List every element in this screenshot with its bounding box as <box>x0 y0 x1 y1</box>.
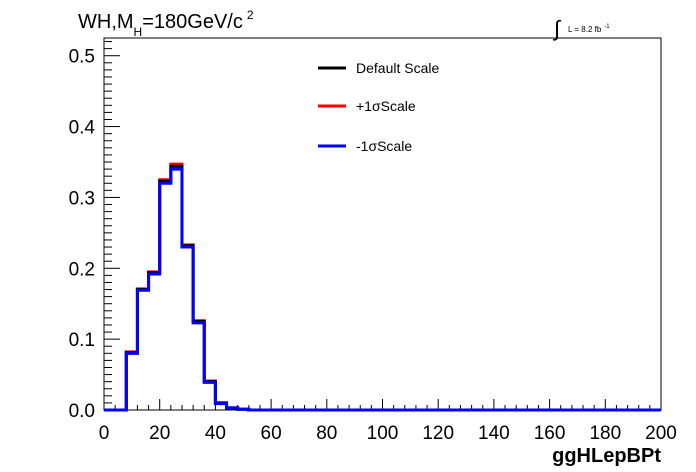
x-tick-label: 200 <box>645 423 677 444</box>
x-tick-label: 80 <box>316 423 337 444</box>
title-subscript: H <box>134 25 143 39</box>
x-tick-label: 160 <box>534 423 566 444</box>
title-prefix: WH,M <box>78 11 134 33</box>
x-tick-label: 180 <box>589 423 621 444</box>
chart-title: WH,MH=180GeV/c 2 <box>78 8 254 39</box>
x-tick-label: 140 <box>478 423 510 444</box>
legend-label-2: +1σScale <box>356 98 416 114</box>
series-line-3 <box>104 167 661 412</box>
y-axis-tick-labels: 0.0 0.1 0.2 0.3 0.4 0.5 <box>69 47 96 422</box>
title-middle: =180GeV/c <box>142 11 243 33</box>
series-layer <box>104 162 661 412</box>
y-tick-label: 0.2 <box>69 259 95 280</box>
legend: Default Scale +1σScale -1σScale <box>318 60 439 154</box>
y-tick-label: 0.1 <box>69 330 95 351</box>
y-tick-label: 0.3 <box>69 188 95 209</box>
luminosity-value: L = 8.2 fb <box>568 25 602 34</box>
x-axis-ticks <box>103 399 662 410</box>
luminosity-text: L = 8.2 fb -1 <box>568 24 610 34</box>
x-tick-label: 0 <box>99 423 110 444</box>
legend-label-3: -1σScale <box>356 138 412 154</box>
y-tick-label: 0.5 <box>69 47 95 68</box>
x-tick-label: 20 <box>149 423 170 444</box>
x-tick-label: 120 <box>422 423 454 444</box>
x-tick-label: 60 <box>261 423 282 444</box>
y-tick-label: 0.0 <box>69 401 95 422</box>
legend-label-1: Default Scale <box>356 60 439 76</box>
x-axis-label: ggHLepBPt <box>552 445 661 467</box>
integral-symbol: ∫ <box>552 16 562 41</box>
x-axis-tick-labels: 0 20 40 60 80 100 120 140 160 180 200 <box>99 423 677 444</box>
x-tick-label: 100 <box>367 423 399 444</box>
y-axis-ticks <box>104 41 120 411</box>
x-tick-label: 40 <box>205 423 226 444</box>
title-superscript: 2 <box>247 8 254 22</box>
luminosity-superscript: -1 <box>604 24 610 30</box>
luminosity-label: ∫ L = 8.2 fb -1 <box>552 16 610 41</box>
y-tick-label: 0.4 <box>69 118 96 139</box>
